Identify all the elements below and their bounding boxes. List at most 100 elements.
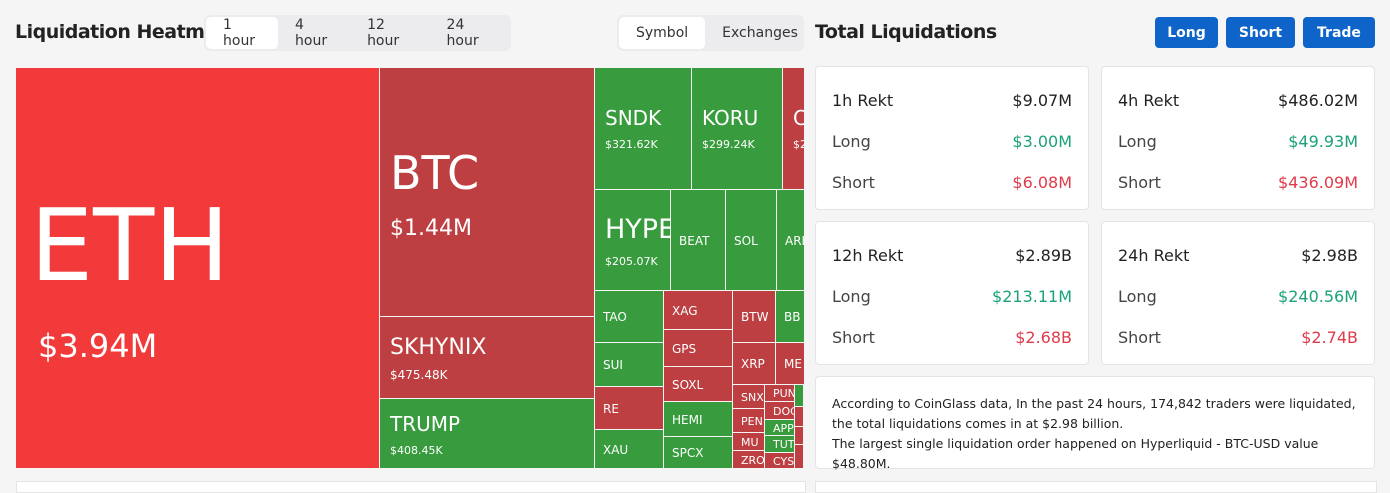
- tab[interactable]: 12 hour: [367, 17, 400, 49]
- cell-value: $408.45K: [390, 444, 443, 457]
- panel: [16, 481, 806, 493]
- cell-label: SPCX: [672, 446, 704, 460]
- row: 4h Rekt $486.02M: [1118, 91, 1358, 110]
- short-value: $436.09M: [1278, 173, 1358, 192]
- heatmap-cell[interactable]: HEMI: [664, 402, 733, 437]
- cell-label: C: [793, 108, 804, 128]
- trade-button[interactable]: Trade: [1303, 17, 1375, 48]
- row: Long $49.93M: [1118, 132, 1358, 151]
- short-button[interactable]: Short: [1226, 17, 1295, 48]
- row: Short $2.68B: [832, 328, 1072, 347]
- cell-label: BTC: [390, 146, 480, 200]
- heatmap-cell[interactable]: XRP: [733, 343, 776, 385]
- heatmap-cell[interactable]: KORU $299.24K: [692, 68, 783, 190]
- tab[interactable]: 1 hour: [206, 17, 279, 49]
- rekt-card: 4h Rekt $486.02M Long $49.93M Short $436.09M: [1101, 66, 1375, 210]
- cell-label: ME: [784, 357, 802, 371]
- cell-label: PUN: [773, 387, 795, 400]
- cell-label: XRP: [741, 357, 765, 371]
- cell-label: CYS: [773, 454, 795, 468]
- tab[interactable]: 4 hour: [295, 17, 328, 49]
- rekt-card: 1h Rekt $9.07M Long $3.00M Short $6.08M: [815, 66, 1089, 210]
- cell: [795, 385, 804, 407]
- heatmap-cell[interactable]: TRUMP $408.45K: [380, 399, 595, 469]
- row: Short $6.08M: [832, 173, 1072, 192]
- heatmap-cell[interactable]: ARI: [777, 190, 804, 291]
- row: Long $240.56M: [1118, 287, 1358, 306]
- heatmap: ETH $3.94M BTC $1.44M SKHYNIX $475.48K TRUMP $4…: [16, 68, 804, 469]
- heatmap-cell[interactable]: SPCX: [664, 437, 733, 469]
- long-label: Long: [832, 287, 871, 306]
- cell-label: HYPE: [605, 214, 671, 245]
- cell-label: SUI: [603, 358, 623, 372]
- heatmap-cell[interactable]: PEN: [733, 409, 765, 433]
- tab[interactable]: 24 hour: [446, 17, 479, 49]
- heatmap-cell[interactable]: MU: [733, 433, 765, 451]
- row: Long $213.11M: [832, 287, 1072, 306]
- tab[interactable]: Exchanges: [722, 25, 798, 41]
- heatmap-cell[interactable]: SNDK $321.62K: [595, 68, 692, 190]
- heatmap-cell[interactable]: BTC $1.44M: [380, 68, 595, 317]
- heatmap-cell[interactable]: RE: [595, 387, 664, 430]
- heatmap-cell[interactable]: SNX: [733, 385, 765, 409]
- panel: [815, 481, 1377, 493]
- heatmap-cell[interactable]: HYPE $205.07K: [595, 190, 671, 291]
- cell-label: TAO: [603, 310, 627, 324]
- cell-label: BEAT: [679, 233, 710, 248]
- tab[interactable]: Symbol: [619, 17, 706, 49]
- cell-label: APP: [773, 421, 794, 435]
- short-label: Short: [832, 328, 875, 347]
- heatmap-cell[interactable]: SOL: [726, 190, 777, 291]
- cell-value: $2: [793, 138, 804, 151]
- heatmap-cell[interactable]: TAO: [595, 291, 664, 343]
- cell-label: RE: [603, 401, 619, 416]
- heatmap-cell[interactable]: TUT: [765, 436, 795, 453]
- time-tabs: 1 hour 4 hour 12 hour 24 hour: [204, 15, 511, 51]
- cell-label: ZRO: [741, 453, 765, 467]
- card-total: $9.07M: [1012, 91, 1072, 110]
- note-line: The largest single liquidation order hap…: [832, 436, 1319, 471]
- cell-label: ETH: [30, 187, 230, 304]
- view-tabs: Symbol Exchanges: [617, 15, 804, 51]
- cell-label: GPS: [672, 341, 697, 356]
- row: Short $436.09M: [1118, 173, 1358, 192]
- heatmap-cell[interactable]: BTW: [733, 291, 776, 343]
- card-title: 12h Rekt: [832, 246, 904, 265]
- heatmap-cell[interactable]: GPS: [664, 330, 733, 367]
- long-label: Long: [1118, 132, 1157, 151]
- card-total: $2.89B: [1015, 246, 1072, 265]
- long-value: $240.56M: [1278, 287, 1358, 306]
- note-line: According to CoinGlass data, In the past…: [832, 396, 1356, 431]
- cell-value: $205.07K: [605, 255, 658, 268]
- cell-value: $475.48K: [390, 368, 448, 382]
- heatmap-cell[interactable]: ME: [776, 343, 804, 385]
- cell-value: $3.94M: [38, 327, 158, 365]
- heatmap-cell[interactable]: ETH $3.94M: [16, 68, 380, 469]
- heatmap-cell[interactable]: BB: [776, 291, 804, 343]
- heatmap-cell[interactable]: CYS: [765, 453, 795, 469]
- heatmap-cell[interactable]: APP: [765, 420, 795, 436]
- heatmap-cell[interactable]: XAU: [595, 430, 664, 469]
- cell-value: $299.24K: [702, 138, 755, 151]
- cell-label: XAU: [603, 442, 629, 457]
- heatmap-cell[interactable]: C $2: [783, 68, 804, 190]
- short-label: Short: [1118, 173, 1161, 192]
- cell-label: BTW: [741, 310, 769, 324]
- heatmap-cell[interactable]: PUN: [765, 385, 795, 402]
- cell: [795, 407, 804, 427]
- card-total: $2.98B: [1301, 246, 1358, 265]
- heatmap-cell[interactable]: SOXL: [664, 367, 733, 402]
- heatmap-cell[interactable]: BEAT: [671, 190, 726, 291]
- heatmap-cell[interactable]: SUI: [595, 343, 664, 387]
- heatmap-cell[interactable]: DOG: [765, 402, 795, 420]
- heatmap-cell[interactable]: XAG: [664, 291, 733, 330]
- long-button[interactable]: Long: [1155, 17, 1218, 48]
- cell-label: XAG: [672, 303, 698, 318]
- heatmap-cell[interactable]: ZRO: [733, 451, 765, 469]
- heatmap-cell[interactable]: SKHYNIX $475.48K: [380, 317, 595, 399]
- long-label: Long: [832, 132, 871, 151]
- cell-value: $1.44M: [390, 216, 472, 241]
- heatmap-title: Liquidation Heatmap: [15, 21, 230, 43]
- cell-label: DOG: [773, 404, 794, 418]
